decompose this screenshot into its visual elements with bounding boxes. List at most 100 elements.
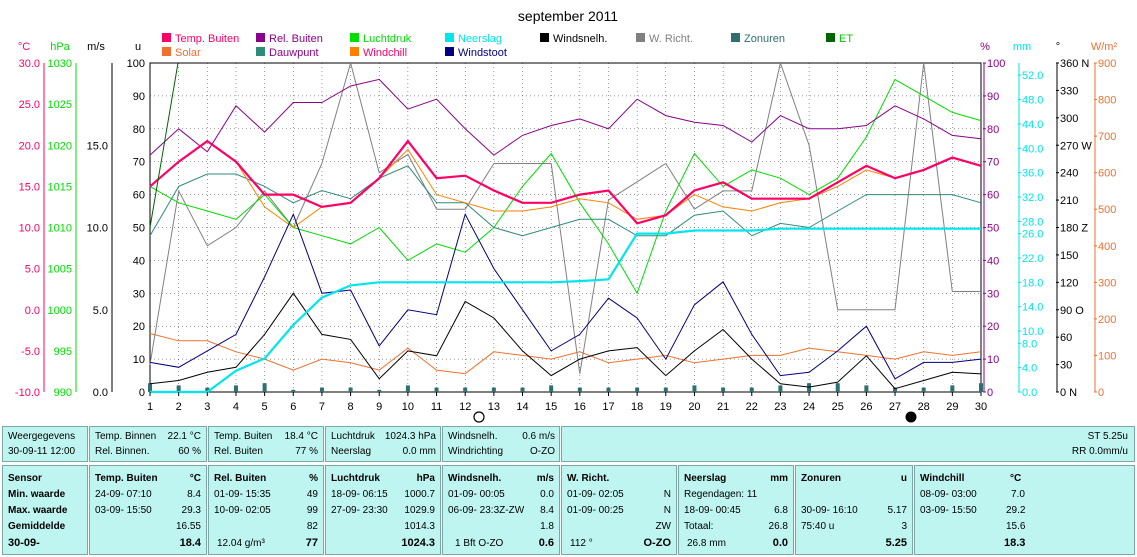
- x-tick-label: 20: [688, 401, 700, 413]
- axis-tick-mm: 8.0: [1022, 338, 1037, 350]
- stats-windchill: Windchill °C 08-09- 03:00 7.0 03-09- 15:…: [914, 465, 1135, 555]
- stats-temp-buiten: Temp. Buiten °C 24-09- 07:10 8.4 03-09- …: [89, 465, 207, 555]
- axis-tick-deg: 180 Z: [1060, 223, 1088, 235]
- axis-unit-mm: mm: [1013, 41, 1031, 53]
- legend-swatch: [350, 33, 359, 42]
- zonuren-bar: [692, 385, 697, 392]
- legend-label: Neerslag: [458, 33, 502, 45]
- x-tick-label: 25: [832, 401, 844, 413]
- x-tick-label: 6: [290, 401, 296, 413]
- axis-tick-u: 90: [133, 91, 145, 103]
- legend-label: W. Richt.: [649, 33, 693, 45]
- x-tick-label: 10: [402, 401, 414, 413]
- zonuren-bar: [663, 387, 668, 392]
- axis-tick-wm2: 300: [1098, 277, 1116, 289]
- axis-tick-mm: 52.0: [1022, 70, 1043, 82]
- x-tick-label: 1: [147, 401, 153, 413]
- x-tick-label: 29: [946, 401, 958, 413]
- axis-tick-wm2: 600: [1098, 168, 1116, 180]
- axis-tick-hpa: 990: [54, 387, 72, 399]
- series-temp-buiten: [149, 139, 982, 225]
- zonuren-bar: [749, 387, 754, 392]
- axis-tick-u: 80: [133, 124, 145, 136]
- zonuren-bar: [148, 383, 152, 392]
- x-tick-label: 15: [545, 401, 557, 413]
- zonuren-bar: [377, 389, 382, 392]
- x-tick-label: 28: [918, 401, 930, 413]
- x-axis: 1 2 3 4 5 6 7 8 9 10 11 12 13 14 15 16 17 18 19 20 21 22 23 24 2…: [147, 392, 987, 413]
- x-tick-label: 18: [631, 401, 643, 413]
- zonuren-bar: [291, 389, 296, 392]
- axis-tick-mm: 40.0: [1022, 143, 1043, 155]
- axis-tick-celsius: 5.0: [25, 264, 40, 276]
- zonuren-bar: [950, 385, 955, 392]
- axis-tick-mm: 48.0: [1022, 95, 1043, 107]
- axis-tick-pct: 60: [987, 190, 999, 202]
- axis-tick-mm: 14.0: [1022, 302, 1043, 314]
- axis-tick-mm: 26.0: [1022, 229, 1043, 241]
- axis-tick-mm: 36.0: [1022, 168, 1043, 180]
- axis-tick-wm2: 0: [1098, 387, 1104, 399]
- left-axes: °C 30.0 25.0 20.0 15.0 10.0 5.0 0.0 -5.0 -10.0 hPa…: [15, 41, 145, 399]
- zonuren-bar: [807, 383, 812, 392]
- axis-tick-celsius: -5.0: [21, 346, 40, 358]
- axis-tick-u: 30: [133, 288, 145, 300]
- axis-unit-celsius: °C: [18, 41, 30, 53]
- zonuren-bar: [921, 387, 926, 392]
- axis-tick-pct: 90: [987, 91, 999, 103]
- axis-tick-wm2: 400: [1098, 241, 1116, 253]
- zonuren-bar: [262, 383, 267, 392]
- stats-sensor: Sensor Min. waarde Max. waarde Gemiddeld…: [2, 465, 88, 555]
- info-buiten: Temp. Buiten 18.4 °C Rel. Buiten 77 %: [208, 426, 324, 462]
- zonuren-bar: [577, 387, 582, 392]
- zonuren-bar: [463, 387, 468, 392]
- zonuren-bar: [348, 387, 353, 392]
- axis-tick-celsius: -10.0: [15, 387, 40, 399]
- axis-tick-u: 50: [133, 223, 145, 235]
- axis-tick-mm: 32.0: [1022, 192, 1043, 204]
- axis-tick-mm: 4.0: [1022, 363, 1037, 375]
- axis-tick-pct: 20: [987, 321, 999, 333]
- axis-tick-deg: 270 W: [1060, 140, 1092, 152]
- chart-title: september 2011: [518, 8, 618, 24]
- axis-tick-pct: 40: [987, 255, 999, 267]
- legend-label: Zonuren: [744, 33, 785, 45]
- axis-tick-hpa: 1000: [48, 305, 72, 317]
- axis-unit-wm2: W/m²: [1091, 41, 1118, 53]
- axis-tick-u: 60: [133, 190, 145, 202]
- x-tick-label: 17: [602, 401, 614, 413]
- axis-unit-deg: °: [1056, 41, 1060, 53]
- axis-tick-pct: 70: [987, 157, 999, 169]
- axis-tick-pct: 10: [987, 354, 999, 366]
- axis-tick-deg: 0 N: [1060, 387, 1077, 399]
- legend-swatch: [731, 33, 740, 42]
- axis-tick-deg: 90 O: [1060, 305, 1084, 317]
- axis-tick-celsius: 0.0: [25, 305, 40, 317]
- axis-tick-pct: 30: [987, 288, 999, 300]
- legend-label: Rel. Buiten: [269, 33, 323, 45]
- legend-label: Luchtdruk: [363, 33, 412, 45]
- chart-legend: Temp. Buiten Solar Rel. Buiten Dauwpunt Luch…: [162, 33, 853, 59]
- zonuren-bar: [434, 387, 439, 392]
- info-wind: Windsnelh. 0.6 m/s Windrichting O-ZO: [442, 426, 560, 462]
- axis-tick-deg: 300: [1060, 113, 1078, 125]
- axis-tick-wm2: 700: [1098, 131, 1116, 143]
- stats-w-richt: W. Richt. 01-09- 02:05 N 01-09- 00:25 N …: [561, 465, 677, 555]
- axis-tick-u: 70: [133, 157, 145, 169]
- axis-tick-ms: 15.0: [87, 140, 108, 152]
- zonuren-bar: [549, 385, 554, 392]
- legend-swatch: [826, 33, 835, 42]
- axis-tick-pct: 100: [987, 58, 1005, 70]
- monthly-statistics: Sensor Min. waarde Max. waarde Gemiddeld…: [2, 465, 1135, 555]
- axis-unit-hpa: hPa: [50, 41, 70, 53]
- axis-tick-mm: 28.0: [1022, 216, 1043, 228]
- series-dauwpunt: [149, 165, 982, 237]
- axis-tick-u: 100: [127, 58, 145, 70]
- series-windstoot: [149, 212, 982, 380]
- axis-tick-celsius: 15.0: [19, 181, 40, 193]
- zonuren-bar: [233, 385, 238, 392]
- axis-tick-mm: 10.0: [1022, 326, 1043, 338]
- axis-tick-mm: 22.0: [1022, 253, 1043, 265]
- x-tick-label: 26: [860, 401, 872, 413]
- legend-label: ET: [839, 33, 853, 45]
